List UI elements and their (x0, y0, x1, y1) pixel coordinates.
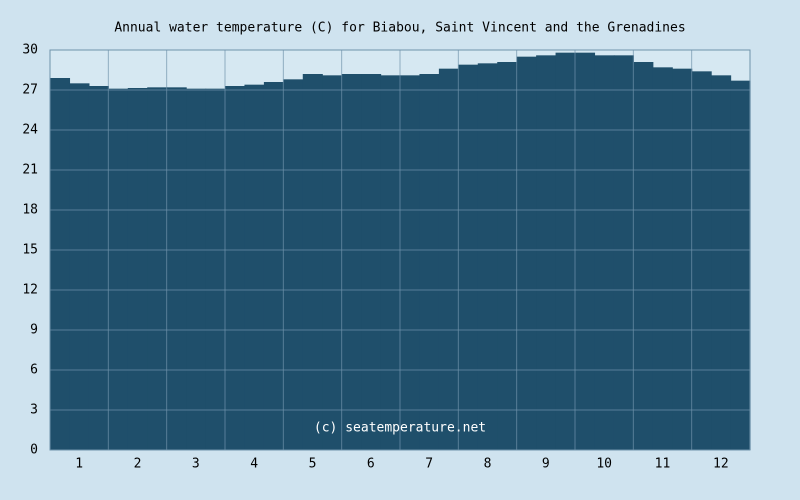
area-step (341, 74, 362, 450)
area-step (361, 74, 382, 450)
area-step (633, 62, 654, 450)
x-tick-label: 7 (425, 457, 433, 472)
x-tick-label: 1 (75, 457, 83, 472)
area-step (575, 52, 596, 451)
y-tick-label: 6 (30, 363, 38, 378)
y-tick-label: 3 (30, 403, 38, 418)
area-step (380, 75, 401, 450)
watermark: (c) seatemperature.net (314, 421, 486, 436)
x-tick-label: 6 (367, 457, 375, 472)
area-step (477, 63, 498, 450)
x-tick-label: 5 (309, 457, 317, 472)
area-step (88, 86, 109, 450)
area-step (186, 88, 207, 451)
x-tick-label: 3 (192, 457, 200, 472)
area-step (691, 71, 712, 450)
y-tick-label: 30 (22, 43, 38, 58)
area-step (555, 52, 576, 451)
area-step (458, 64, 479, 451)
plot-border (49, 49, 751, 451)
y-tick-label: 18 (22, 203, 38, 218)
y-tick-label: 24 (22, 123, 38, 138)
x-tick-label: 2 (134, 457, 142, 472)
area-step (283, 79, 304, 450)
area-step (108, 88, 129, 451)
area-step (652, 67, 673, 450)
area-step (205, 88, 226, 451)
x-tick-label: 11 (655, 457, 671, 472)
x-tick-label: 8 (484, 457, 492, 472)
area-step (497, 62, 518, 450)
area-step (516, 56, 537, 451)
area-step (147, 87, 168, 450)
area-step (536, 55, 557, 450)
area-step (322, 75, 343, 450)
area-step (613, 55, 634, 450)
area-step (50, 78, 71, 450)
area-step (225, 86, 246, 450)
x-tick-label: 10 (596, 457, 612, 472)
area-step (244, 84, 265, 451)
area-step (69, 83, 90, 450)
area-step (127, 88, 148, 450)
area-step (438, 68, 459, 451)
y-tick-label: 27 (22, 83, 38, 98)
x-tick-label: 12 (713, 457, 729, 472)
x-tick-label: 4 (250, 457, 258, 472)
area-step (672, 68, 693, 451)
area-step (594, 55, 615, 450)
area-step (711, 75, 732, 450)
area-step (166, 87, 187, 450)
x-tick-label: 9 (542, 457, 550, 472)
y-tick-label: 9 (30, 323, 38, 338)
y-tick-label: 15 (22, 243, 38, 258)
area-step (400, 75, 421, 450)
y-tick-label: 21 (22, 163, 38, 178)
area-step (263, 82, 284, 450)
y-tick-label: 0 (30, 443, 38, 458)
y-tick-label: 12 (22, 283, 38, 298)
chart-title: Annual water temperature (C) for Biabou,… (114, 21, 685, 36)
area-step (419, 74, 440, 450)
area-step (730, 80, 751, 451)
area-step (302, 74, 323, 450)
